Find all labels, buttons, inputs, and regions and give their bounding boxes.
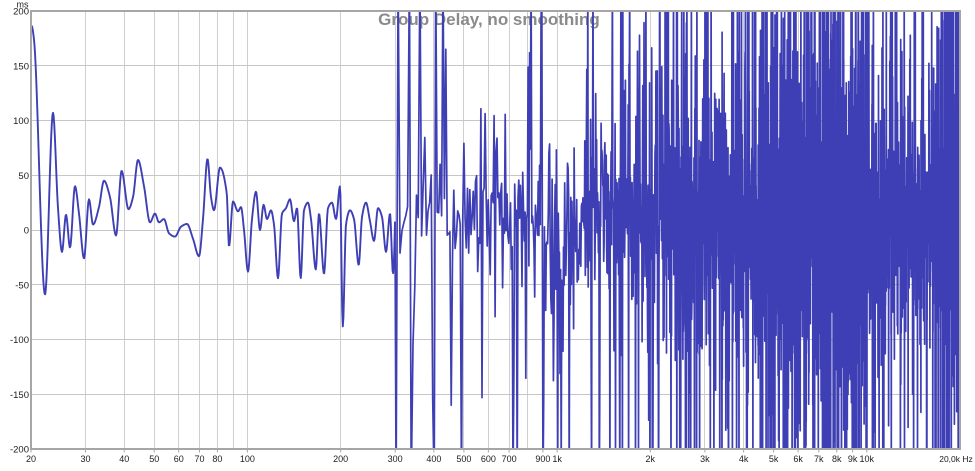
svg-text:80: 80 (212, 454, 222, 464)
svg-text:200: 200 (333, 454, 348, 464)
svg-text:100: 100 (13, 116, 29, 127)
svg-text:2k: 2k (646, 454, 656, 464)
svg-text:4k: 4k (739, 454, 749, 464)
svg-text:7k: 7k (814, 454, 824, 464)
svg-text:20: 20 (26, 454, 36, 464)
svg-text:200: 200 (13, 7, 29, 18)
svg-text:1k: 1k (552, 454, 562, 464)
svg-text:900: 900 (535, 454, 550, 464)
svg-text:600: 600 (481, 454, 496, 464)
svg-text:400: 400 (426, 454, 441, 464)
svg-text:50: 50 (18, 171, 29, 182)
svg-text:300: 300 (388, 454, 403, 464)
svg-text:3k: 3k (700, 454, 710, 464)
svg-text:-150: -150 (10, 390, 29, 401)
svg-text:40: 40 (119, 454, 129, 464)
svg-text:10k: 10k (860, 454, 875, 464)
svg-text:8k: 8k (832, 454, 842, 464)
svg-text:0: 0 (24, 226, 29, 237)
svg-text:ms: ms (17, 0, 29, 10)
svg-text:6k: 6k (793, 454, 803, 464)
svg-text:Group Delay, no smoothing: Group Delay, no smoothing (378, 10, 600, 29)
svg-text:5k: 5k (769, 454, 779, 464)
svg-text:60: 60 (174, 454, 184, 464)
svg-text:70: 70 (194, 454, 204, 464)
svg-text:-200: -200 (10, 445, 29, 456)
svg-text:-50: -50 (15, 280, 29, 291)
svg-text:20,0k Hz: 20,0k Hz (939, 454, 973, 464)
svg-text:700: 700 (502, 454, 517, 464)
svg-text:50: 50 (149, 454, 159, 464)
svg-text:9k: 9k (848, 454, 858, 464)
svg-text:100: 100 (240, 454, 255, 464)
svg-text:500: 500 (456, 454, 471, 464)
svg-text:-100: -100 (10, 335, 29, 346)
svg-text:150: 150 (13, 62, 29, 73)
svg-text:30: 30 (80, 454, 90, 464)
